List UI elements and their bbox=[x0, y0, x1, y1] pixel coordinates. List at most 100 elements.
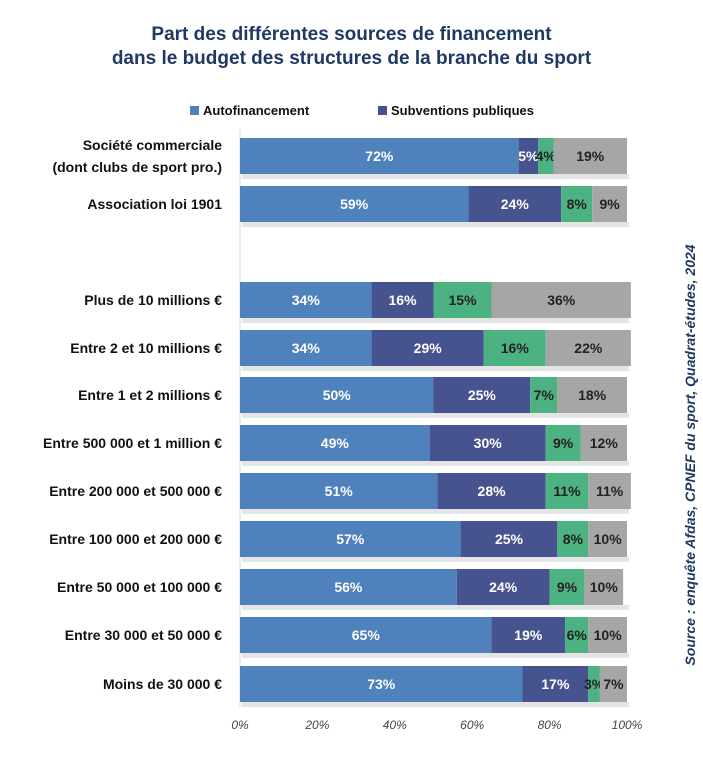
data-label: 3% bbox=[584, 676, 605, 692]
data-label: 8% bbox=[567, 196, 588, 212]
bar-segment-3 bbox=[545, 473, 589, 509]
legend-item-autofinancement: Autofinancement bbox=[190, 103, 309, 118]
bar-segment-4 bbox=[584, 569, 624, 605]
data-label: 57% bbox=[336, 531, 365, 547]
bar-segment-2 bbox=[460, 521, 558, 557]
data-label: 73% bbox=[367, 676, 396, 692]
bar-segment-4 bbox=[592, 186, 627, 222]
bar-segment-2 bbox=[429, 425, 546, 461]
x-tick-label: 80% bbox=[538, 718, 562, 732]
data-label: 4% bbox=[536, 148, 557, 164]
bar-segment-3 bbox=[549, 569, 585, 605]
bar-shadow bbox=[242, 653, 629, 658]
bar-shadow bbox=[242, 174, 629, 179]
data-label: 50% bbox=[323, 387, 352, 403]
data-label: 10% bbox=[594, 531, 623, 547]
bar-segment-2 bbox=[468, 186, 562, 222]
x-tick-label: 100% bbox=[612, 718, 643, 732]
data-label: 8% bbox=[563, 531, 584, 547]
bar-segment-3 bbox=[483, 330, 546, 366]
x-tick-label: 40% bbox=[383, 718, 407, 732]
category-label: Société commerciale bbox=[83, 137, 223, 153]
legend-swatch bbox=[378, 106, 387, 115]
data-label: 19% bbox=[514, 627, 543, 643]
data-label: 22% bbox=[574, 340, 603, 356]
bar-segment-2 bbox=[491, 617, 566, 653]
data-label: 16% bbox=[389, 292, 418, 308]
legend-label: Autofinancement bbox=[203, 103, 310, 118]
category-label: Plus de 10 millions € bbox=[84, 292, 222, 308]
bar-segment-4 bbox=[588, 473, 631, 509]
bar-segment-4 bbox=[588, 617, 627, 653]
category-label: Entre 500 000 et 1 million € bbox=[43, 435, 222, 451]
chart-title-line1: Part des différentes sources de financem… bbox=[151, 24, 552, 45]
category-label: Entre 2 et 10 millions € bbox=[70, 340, 222, 356]
bar-shadow bbox=[242, 318, 629, 323]
bar-segment-3 bbox=[588, 666, 600, 702]
bar-shadow bbox=[242, 366, 629, 371]
data-label: 5% bbox=[518, 148, 539, 164]
bar-segment-1 bbox=[240, 138, 519, 174]
bar-segment-3 bbox=[545, 425, 581, 461]
bar-segment-2 bbox=[456, 569, 550, 605]
bar-shadow bbox=[242, 222, 629, 227]
bar-segment-3 bbox=[565, 617, 589, 653]
category-label: Entre 1 et 2 millions € bbox=[78, 387, 222, 403]
bar-shadow bbox=[242, 509, 629, 514]
bar-segment-4 bbox=[491, 282, 631, 318]
data-label: 30% bbox=[474, 435, 503, 451]
category-label: (dont clubs de sport pro.) bbox=[52, 159, 222, 175]
chart-title-line2: dans le budget des structures de la bran… bbox=[111, 48, 592, 69]
bar-shadow bbox=[242, 461, 629, 466]
bar-segment-2 bbox=[518, 138, 538, 174]
bar-segment-1 bbox=[240, 186, 469, 222]
data-label: 25% bbox=[468, 387, 497, 403]
data-label: 18% bbox=[578, 387, 607, 403]
legend-swatch bbox=[190, 106, 199, 115]
x-tick-label: 20% bbox=[304, 718, 329, 732]
bar-segment-4 bbox=[599, 666, 627, 702]
bar-segment-4 bbox=[557, 377, 627, 413]
x-tick-label: 0% bbox=[231, 718, 249, 732]
data-label: 11% bbox=[596, 483, 624, 499]
data-label: 72% bbox=[365, 148, 394, 164]
data-label: 6% bbox=[567, 627, 588, 643]
data-label: 10% bbox=[590, 579, 619, 595]
category-label: Entre 200 000 et 500 000 € bbox=[49, 483, 222, 499]
bar-shadow bbox=[242, 702, 629, 707]
bar-segment-1 bbox=[240, 330, 372, 366]
data-label: 24% bbox=[501, 196, 530, 212]
data-label: 12% bbox=[590, 435, 619, 451]
bar-segment-2 bbox=[371, 282, 434, 318]
data-label: 65% bbox=[352, 627, 381, 643]
data-label: 10% bbox=[594, 627, 623, 643]
bar-segment-1 bbox=[240, 377, 434, 413]
bar-segment-1 bbox=[240, 521, 461, 557]
data-label: 19% bbox=[576, 148, 605, 164]
legend-label: Subventions publiques bbox=[391, 103, 535, 118]
data-label: 34% bbox=[292, 292, 321, 308]
data-label: 7% bbox=[534, 387, 555, 403]
bar-shadow bbox=[242, 605, 629, 610]
data-label: 15% bbox=[449, 292, 478, 308]
bar-segment-1 bbox=[240, 666, 523, 702]
source-note: Source : enquête Afdas, CPNEF du sport, … bbox=[682, 244, 698, 666]
data-label: 9% bbox=[557, 579, 578, 595]
category-label: Entre 50 000 et 100 000 € bbox=[57, 579, 222, 595]
bar-segment-3 bbox=[433, 282, 492, 318]
data-label: 9% bbox=[599, 196, 620, 212]
legend-item-subventions: Subventions publiques bbox=[378, 103, 534, 118]
category-label: Entre 30 000 et 50 000 € bbox=[65, 627, 222, 643]
bar-segment-2 bbox=[433, 377, 531, 413]
data-label: 51% bbox=[325, 483, 354, 499]
category-label: Entre 100 000 et 200 000 € bbox=[49, 531, 222, 547]
bar-segment-3 bbox=[537, 138, 554, 174]
bar-segment-2 bbox=[522, 666, 589, 702]
bar-segment-1 bbox=[240, 617, 492, 653]
bar-segment-3 bbox=[561, 186, 593, 222]
data-label: 11% bbox=[553, 483, 581, 499]
data-label: 9% bbox=[553, 435, 574, 451]
bar-segment-1 bbox=[240, 569, 457, 605]
